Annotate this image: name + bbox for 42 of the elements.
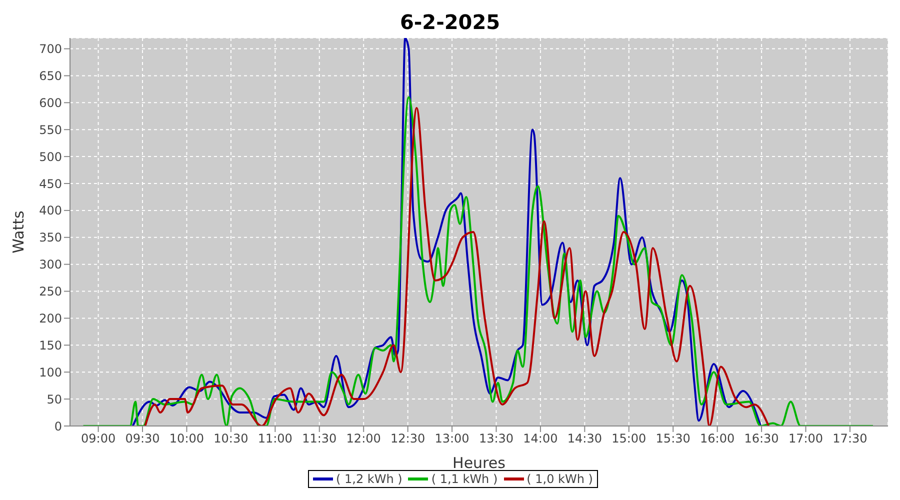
y-tick-label: 350 bbox=[39, 230, 62, 245]
y-tick-label: 650 bbox=[39, 68, 62, 83]
y-tick-label: 600 bbox=[39, 96, 62, 110]
y-tick-label: 400 bbox=[39, 204, 62, 218]
x-tick-label: 11:00 bbox=[258, 432, 292, 446]
legend-label: ( 1,1 kWh ) bbox=[431, 472, 498, 486]
x-tick-label: 12:30 bbox=[390, 432, 426, 446]
y-tick-label: 450 bbox=[39, 176, 62, 191]
y-tick-label: 700 bbox=[39, 42, 62, 56]
x-tick-label: 15:30 bbox=[656, 432, 690, 446]
x-axis-title: Heures bbox=[452, 454, 506, 472]
legend-label: ( 1,0 kWh ) bbox=[526, 472, 593, 486]
x-tick-label: 14:30 bbox=[567, 432, 602, 446]
y-tick-label: 300 bbox=[39, 258, 62, 272]
y-tick-label: 50 bbox=[46, 392, 62, 406]
x-tick-label: 09:30 bbox=[125, 432, 160, 446]
legend-label: ( 1,2 kWh ) bbox=[336, 472, 402, 486]
x-tick-label: 14:00 bbox=[523, 432, 558, 446]
x-tick-label: 16:00 bbox=[700, 432, 735, 446]
chart-title: 6-2-2025 bbox=[398, 9, 502, 36]
y-tick-label: 500 bbox=[39, 150, 62, 164]
x-tick-label: 10:00 bbox=[169, 432, 204, 446]
x-tick-label: 13:00 bbox=[434, 432, 470, 446]
x-tick-label: 17:30 bbox=[832, 432, 868, 446]
x-tick-label: 11:30 bbox=[302, 432, 337, 446]
y-tick-label: 200 bbox=[39, 311, 62, 326]
y-tick-label: 550 bbox=[39, 122, 62, 137]
y-tick-label: 250 bbox=[39, 284, 62, 299]
x-tick-label: 10:30 bbox=[214, 432, 248, 446]
x-tick-label: 15:00 bbox=[612, 432, 646, 446]
x-tick-label: 09:00 bbox=[81, 432, 116, 446]
x-tick-label: 16:30 bbox=[744, 432, 779, 446]
y-tick-label: 0 bbox=[54, 419, 62, 434]
y-tick-label: 100 bbox=[39, 365, 62, 380]
y-axis-title: Watts bbox=[9, 210, 28, 254]
y-tick-label: 150 bbox=[39, 338, 62, 352]
line-series bbox=[144, 107, 770, 426]
line-series bbox=[132, 38, 762, 426]
line-series bbox=[82, 96, 874, 426]
x-tick-label: 17:00 bbox=[788, 432, 824, 446]
x-tick-label: 13:30 bbox=[478, 432, 514, 446]
x-tick-label: 12:00 bbox=[346, 432, 381, 446]
